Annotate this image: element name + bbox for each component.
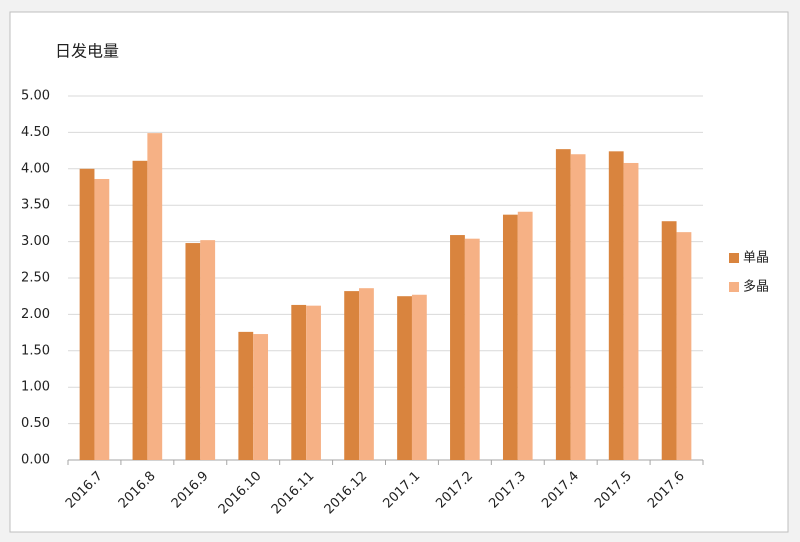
y-tick-label: 5.00 (21, 89, 50, 104)
y-tick-label: 2.50 (21, 271, 50, 286)
legend-swatch (729, 282, 739, 292)
bar (185, 243, 201, 460)
y-tick-label: 0.00 (21, 453, 50, 468)
bar (79, 168, 95, 461)
bar (344, 291, 360, 460)
bar (200, 240, 216, 460)
bar (450, 235, 465, 460)
bar (608, 151, 624, 460)
bar (661, 221, 677, 460)
bar (359, 288, 374, 460)
bar (253, 334, 269, 460)
bar (94, 178, 110, 460)
bar (132, 160, 148, 461)
y-tick-label: 4.00 (21, 161, 50, 176)
y-tick-label: 4.50 (21, 125, 50, 140)
y-tick-label: 1.50 (21, 343, 50, 358)
y-tick-label: 3.00 (21, 234, 50, 249)
chart-title: 日发电量 (55, 42, 119, 61)
bar (570, 154, 586, 461)
bar (147, 133, 163, 461)
legend-label: 单晶 (743, 251, 769, 266)
bar (623, 162, 639, 460)
y-tick-label: 2.00 (21, 307, 50, 322)
bar (502, 214, 518, 460)
bar (238, 331, 254, 460)
bar (464, 238, 480, 460)
bar (306, 305, 321, 460)
bar (411, 294, 427, 460)
y-tick-label: 3.50 (21, 198, 50, 213)
bar (397, 296, 412, 460)
legend-label: 多晶 (743, 279, 769, 295)
y-tick-label: 1.00 (21, 380, 50, 395)
bar (555, 149, 571, 461)
legend-swatch (729, 253, 739, 263)
bar (676, 232, 692, 460)
bar (517, 211, 533, 460)
bar (291, 304, 307, 460)
y-tick-label: 0.50 (21, 416, 50, 431)
